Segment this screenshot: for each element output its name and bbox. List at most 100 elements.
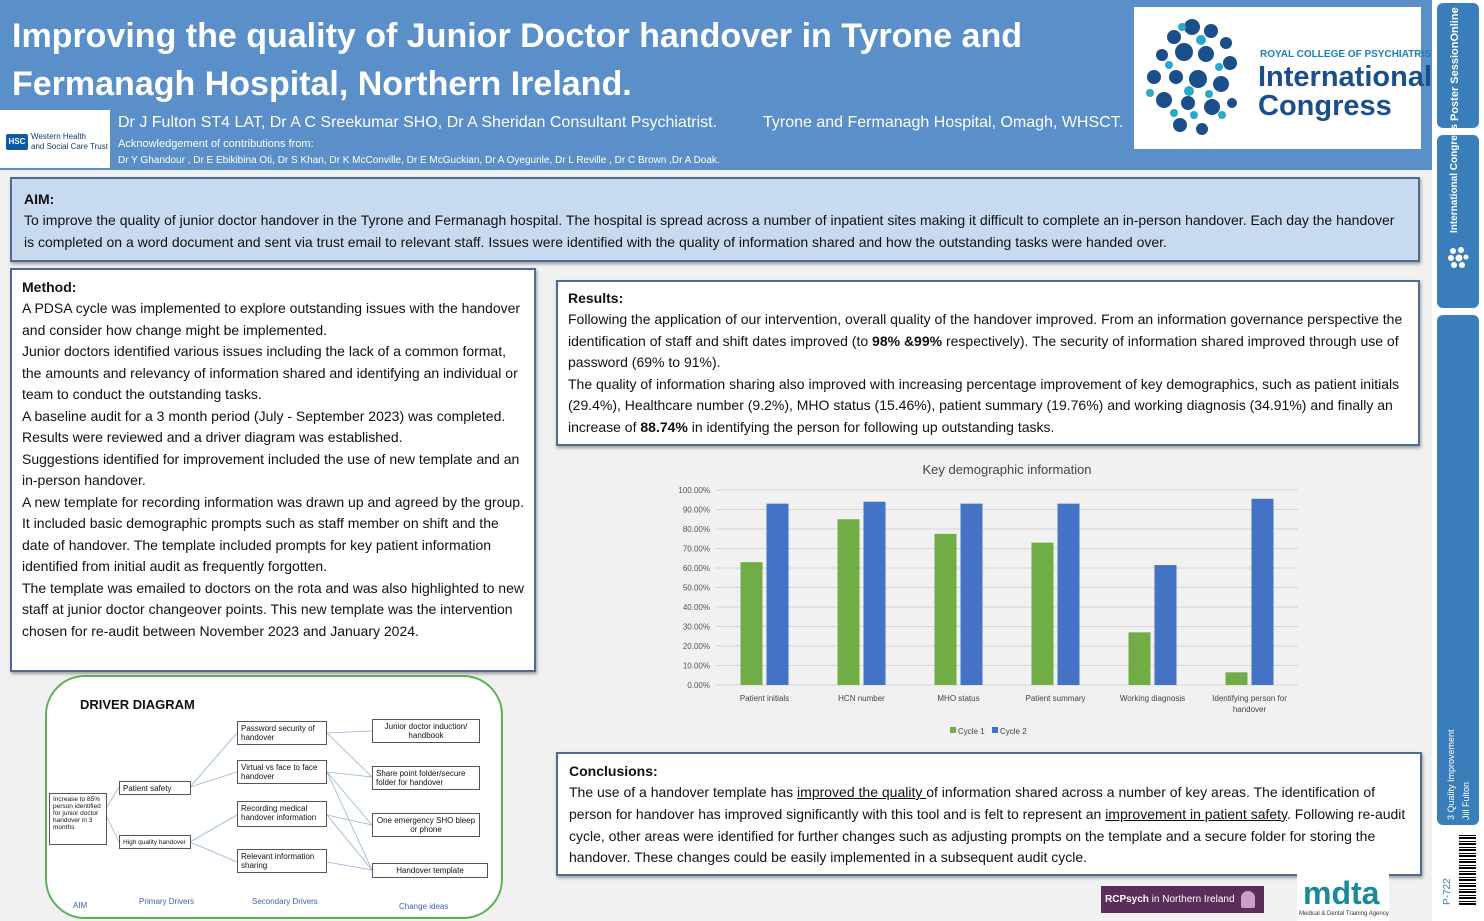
y-tick-label: 80.00% (683, 525, 710, 534)
y-tick-label: 90.00% (683, 506, 710, 515)
method-paragraph: The template was emailed to doctors on t… (22, 579, 524, 639)
results-paragraph: Following the application of our interve… (568, 311, 1403, 371)
sidebar-tab-label: Poster SessionOnline (1449, 7, 1461, 121)
method-paragraph: It included basic demographic prompts su… (22, 515, 499, 574)
bar-cycle-1 (837, 519, 860, 685)
mdta-wordmark: mdta (1303, 875, 1380, 911)
driver-footer-primary: Primary Drivers (139, 897, 195, 906)
legend-label: Cycle 2 (1000, 727, 1027, 736)
y-tick-label: 60.00% (683, 564, 710, 573)
aim-section: AIM: To improve the quality of junior do… (10, 177, 1420, 262)
change-idea: Share point folder/secure folder for han… (372, 766, 480, 790)
congress-line2: Congress (1258, 90, 1392, 122)
aim-text: To improve the quality of junior doctor … (24, 212, 1395, 250)
congress-line1: International (1258, 61, 1433, 93)
driver-connectors (106, 730, 373, 871)
driver-aim-box: Increase to 85% person identified for ju… (49, 793, 107, 845)
method-heading: Method: (22, 279, 77, 295)
sidebar-poster-id: P-722 (1442, 878, 1453, 905)
driver-diagram: DRIVER DIAGRAM Increase to 85% person id… (45, 675, 503, 919)
method-paragraph: Junior doctors identified various issues… (22, 343, 518, 402)
results-heading: Results: (568, 290, 624, 306)
bar-cycle-1 (934, 533, 957, 685)
brain-network-icon (1448, 247, 1469, 268)
driver-title: DRIVER DIAGRAM (80, 697, 195, 712)
bar-cycle-2 (766, 503, 789, 685)
legend-swatch (950, 727, 956, 733)
results-section: Results: Following the application of ou… (556, 280, 1420, 446)
method-paragraph: A PDSA cycle was implemented to explore … (22, 300, 521, 338)
driver-footer-change: Change ideas (399, 902, 449, 911)
bar-cycle-1 (1128, 632, 1151, 685)
method-paragraph: Suggestions identified for improvement i… (22, 450, 520, 489)
y-tick-label: 10.00% (683, 662, 710, 671)
conclusions-text: The use of a handover template has impro… (569, 784, 1406, 866)
secondary-driver: Recording medical handover information (237, 801, 327, 827)
figure-icon (1241, 891, 1255, 908)
sidebar-tab-label: International Congress (1449, 124, 1460, 233)
method-paragraph: A baseline audit for a 3 month period (J… (22, 407, 506, 446)
y-tick-label: 0.00% (687, 681, 710, 690)
congress-logo: ROYAL COLLEGE OF PSYCHIATRISTS Internati… (1134, 7, 1444, 149)
bar-cycle-2 (863, 501, 886, 685)
y-tick-label: 30.00% (683, 623, 710, 632)
hsc-logo: HSC Western Health and Social Care Trust (0, 110, 110, 168)
legend-label: Cycle 1 (958, 727, 985, 736)
x-tick-label: HCN number (838, 694, 885, 703)
y-tick-label: 100.00% (678, 486, 710, 495)
congress-org: ROYAL COLLEGE OF PSYCHIATRISTS (1260, 49, 1444, 60)
bar-cycle-1 (1031, 542, 1054, 685)
secondary-driver: Password security of handover (237, 721, 327, 745)
acknowledgement-names: Dr Y Ghandour , Dr E Ebikibina Oti, Dr S… (118, 155, 720, 166)
bar-cycle-1 (1225, 672, 1248, 685)
acknowledgement-heading: Acknowledgement of contributions from: (118, 138, 314, 150)
change-idea: Junior doctor induction/ handbook (372, 719, 480, 743)
y-tick-label: 50.00% (683, 584, 710, 593)
chart-title: Key demographic information (922, 462, 1091, 477)
bar-cycle-2 (1154, 565, 1177, 685)
y-tick-label: 20.00% (683, 642, 710, 651)
hsc-org-name: Western Health and Social Care Trust (31, 132, 108, 151)
mdta-subtitle: Medical & Dental Training Agency (1299, 911, 1389, 917)
aim-heading: AIM: (24, 191, 55, 207)
change-idea: Handover template (372, 863, 488, 878)
x-tick-label: Working diagnosis (1120, 694, 1185, 703)
rcpsych-ni-logo: RCPsych in Northern Ireland (1101, 886, 1264, 913)
bar-cycle-1 (740, 562, 763, 685)
mdta-logo: mdta Medical & Dental Training Agency (1297, 874, 1389, 921)
primary-driver: Patient safety (119, 781, 191, 795)
demographic-chart: Key demographic information 0.00% 10.00% 20… (638, 455, 1318, 745)
poster-title: Improving the quality of Junior Doctor h… (12, 17, 1022, 103)
conclusions-heading: Conclusions: (569, 763, 658, 779)
bar-cycle-2 (960, 503, 983, 685)
hsc-badge: HSC (6, 134, 28, 150)
barcode (1459, 835, 1476, 905)
sidebar-tab-congress[interactable]: International Congress (1437, 124, 1479, 308)
method-section: Method: A PDSA cycle was implemented to … (10, 268, 536, 672)
legend-swatch (992, 727, 998, 733)
sidebar-author: Jill Fulton (1461, 781, 1471, 820)
sidebar-tab-poster-session[interactable]: Poster SessionOnline (1437, 3, 1479, 128)
hospital: Tyrone and Fermanagh Hospital, Omagh, WH… (763, 114, 1124, 131)
sidebar-category: 3 Quality Improvement (1446, 729, 1456, 820)
sidebar-tab-category[interactable]: 3 Quality Improvement Jill Fulton (1437, 315, 1479, 825)
chart-svg: Key demographic information 0.00% 10.00% 20… (678, 462, 1298, 736)
results-paragraph: The quality of information sharing also … (568, 375, 1400, 435)
y-tick-label: 40.00% (683, 603, 710, 612)
x-tick-label: Patient summary (1025, 694, 1085, 703)
right-sidebar: Poster SessionOnline International Congr… (1432, 0, 1484, 921)
bar-cycle-2 (1057, 503, 1080, 685)
x-tick-label: handover (1233, 705, 1267, 714)
secondary-driver: Virtual vs face to face handover (237, 760, 327, 784)
primary-driver: High quality handover (119, 835, 191, 849)
conclusions-section: Conclusions: The use of a handover templ… (556, 752, 1422, 876)
driver-footer-secondary: Secondary Drivers (252, 897, 318, 906)
y-tick-label: 70.00% (683, 545, 710, 554)
authors: Dr J Fulton ST4 LAT, Dr A C Sreekumar SH… (118, 114, 718, 131)
bar-cycle-2 (1251, 498, 1274, 685)
brain-network-icon (1146, 19, 1237, 135)
x-tick-label: MHO status (937, 694, 979, 703)
x-tick-label: Identifying person for (1212, 694, 1287, 703)
x-tick-label: Patient initials (740, 694, 789, 703)
driver-footer-aim: AIM (73, 901, 88, 910)
